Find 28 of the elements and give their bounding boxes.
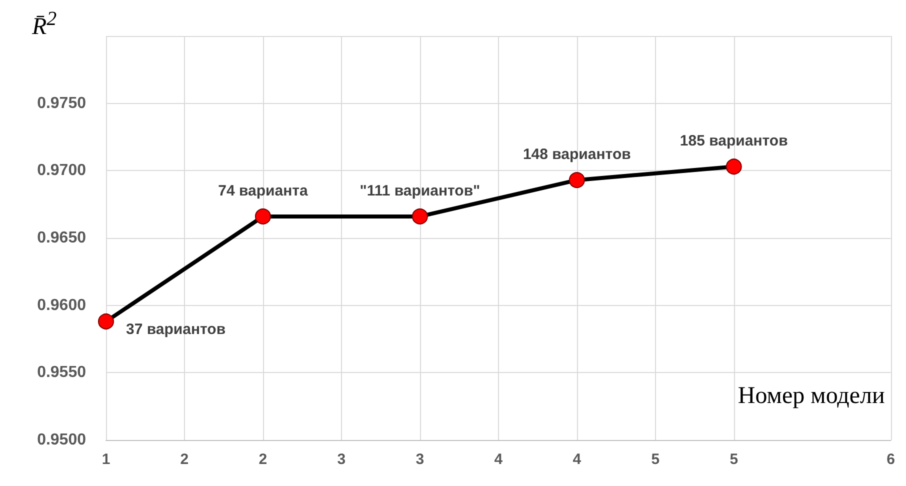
y-tick-label: 0.9600: [37, 296, 86, 314]
x-tick-label: 1: [102, 451, 110, 468]
x-tick-label: 3: [416, 451, 424, 468]
point: [568, 172, 585, 188]
x-tick-label: 3: [337, 451, 346, 468]
annotation: 74 варианта: [218, 182, 308, 200]
y-axis-title: R̄$^{2}$: [32, 8, 57, 41]
y-tick-label: 0.9650: [37, 230, 86, 246]
y-tick-label: 0.9550: [37, 364, 86, 382]
x-axis-title: Номер модели: [738, 383, 885, 409]
x-tick-label: 4: [494, 451, 504, 468]
point: [412, 208, 428, 224]
point: [98, 313, 114, 330]
y-tick-label: 0.9700: [37, 162, 86, 180]
x-tick-label: 4: [572, 451, 582, 468]
x-tick-label: 5: [730, 451, 738, 468]
x-tick-label: 2: [258, 451, 268, 468]
x-tick-label: 6: [886, 451, 895, 468]
point: [254, 208, 271, 224]
y-tick-label: 0.9500: [37, 432, 86, 448]
point: [726, 158, 742, 175]
annotation: 37 вариантов: [126, 320, 226, 338]
x-tick-label: 2: [180, 451, 189, 468]
y-tick-label: 0.9750: [37, 94, 86, 112]
annotation: 185 вариантов: [680, 132, 788, 150]
x-tick-label: 5: [651, 451, 660, 468]
annotation: "111 вариантов": [360, 182, 480, 200]
annotation: 148 вариантов: [522, 146, 631, 164]
